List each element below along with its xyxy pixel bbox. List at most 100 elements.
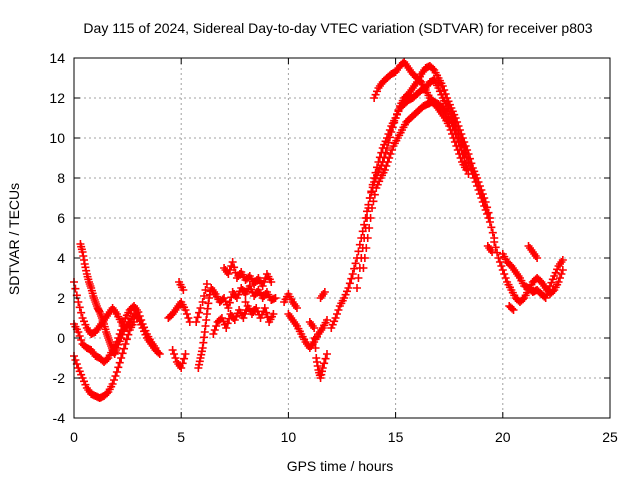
data-point <box>108 380 117 388</box>
data-point <box>457 146 466 154</box>
data-point <box>385 154 394 162</box>
data-point <box>345 279 354 288</box>
data-point <box>461 159 470 168</box>
data-point <box>331 314 340 322</box>
data-point <box>223 319 232 328</box>
data-point <box>388 123 397 132</box>
data-point <box>122 335 131 344</box>
data-point <box>554 278 563 286</box>
data-point <box>498 266 507 274</box>
data-point <box>390 118 399 127</box>
data-point <box>488 228 497 237</box>
y-tick-label: 12 <box>49 90 65 106</box>
data-point <box>388 146 397 154</box>
x-tick-label: 20 <box>495 429 511 445</box>
y-tick-label: 4 <box>57 250 65 266</box>
data-point <box>74 328 83 336</box>
y-tick-label: 2 <box>57 290 65 306</box>
data-point <box>470 174 479 182</box>
series-track-f <box>192 258 280 372</box>
data-point <box>75 332 84 340</box>
data-point <box>77 308 86 317</box>
y-tick-label: -2 <box>53 370 66 386</box>
data-point <box>181 306 190 314</box>
data-point <box>110 376 119 384</box>
series-track-k <box>370 58 473 178</box>
data-point <box>488 248 497 256</box>
data-point <box>453 134 462 142</box>
data-point <box>224 304 233 312</box>
data-point <box>202 280 211 288</box>
data-point <box>311 344 320 352</box>
data-point <box>210 326 219 334</box>
data-point <box>473 182 482 190</box>
data-point <box>200 292 209 300</box>
data-point <box>310 334 319 342</box>
data-point <box>485 218 494 226</box>
data-point <box>182 310 191 318</box>
data-point <box>230 263 239 272</box>
data-point <box>464 170 473 178</box>
data-point <box>471 178 480 186</box>
data-point <box>171 354 180 362</box>
data-point <box>383 144 392 152</box>
data-point <box>212 322 221 330</box>
data-point <box>541 294 550 302</box>
data-point <box>369 197 378 206</box>
data-point <box>321 354 330 363</box>
data-point <box>115 358 124 367</box>
data-point <box>225 266 234 274</box>
x-tick-label: 10 <box>281 429 297 445</box>
data-point <box>382 162 391 170</box>
chart-title: Day 115 of 2024, Sidereal Day-to-day VTE… <box>83 20 592 36</box>
x-tick-label: 15 <box>388 429 404 445</box>
data-point <box>481 206 490 214</box>
data-point <box>370 190 379 199</box>
data-point <box>332 310 341 318</box>
data-points <box>70 58 567 402</box>
data-point <box>477 194 486 202</box>
data-point <box>240 310 249 318</box>
data-point <box>353 284 362 292</box>
data-point <box>239 314 248 322</box>
data-point <box>351 259 360 268</box>
data-point <box>114 363 123 372</box>
data-point <box>195 308 204 317</box>
data-point <box>180 354 189 363</box>
data-point <box>483 210 492 218</box>
data-point <box>387 128 396 136</box>
data-point <box>475 190 484 198</box>
x-axis-label: GPS time / hours <box>287 458 394 474</box>
x-tick-label: 0 <box>70 429 78 445</box>
y-tick-label: 10 <box>49 130 65 146</box>
data-point <box>368 204 377 212</box>
data-point <box>130 318 139 326</box>
data-point <box>480 202 489 210</box>
data-point <box>71 284 80 293</box>
data-point <box>137 316 146 324</box>
data-point <box>484 214 493 222</box>
data-point <box>112 368 121 376</box>
series-track-e <box>164 278 194 372</box>
data-point <box>225 298 234 307</box>
data-point <box>474 186 483 194</box>
data-point <box>440 86 449 94</box>
data-point <box>478 198 487 206</box>
data-point <box>262 308 271 317</box>
series-track-l <box>483 238 567 314</box>
data-point <box>543 290 552 298</box>
series-track-g <box>280 288 331 382</box>
data-point <box>134 308 143 316</box>
data-point <box>250 306 259 314</box>
data-point <box>258 282 267 290</box>
data-point <box>201 286 210 294</box>
data-point <box>334 306 343 314</box>
x-tick-label: 5 <box>177 429 185 445</box>
data-point <box>448 122 457 130</box>
data-point <box>121 324 130 332</box>
data-point <box>555 274 564 282</box>
data-point <box>344 284 353 292</box>
data-point <box>77 336 86 344</box>
data-point <box>380 166 389 174</box>
